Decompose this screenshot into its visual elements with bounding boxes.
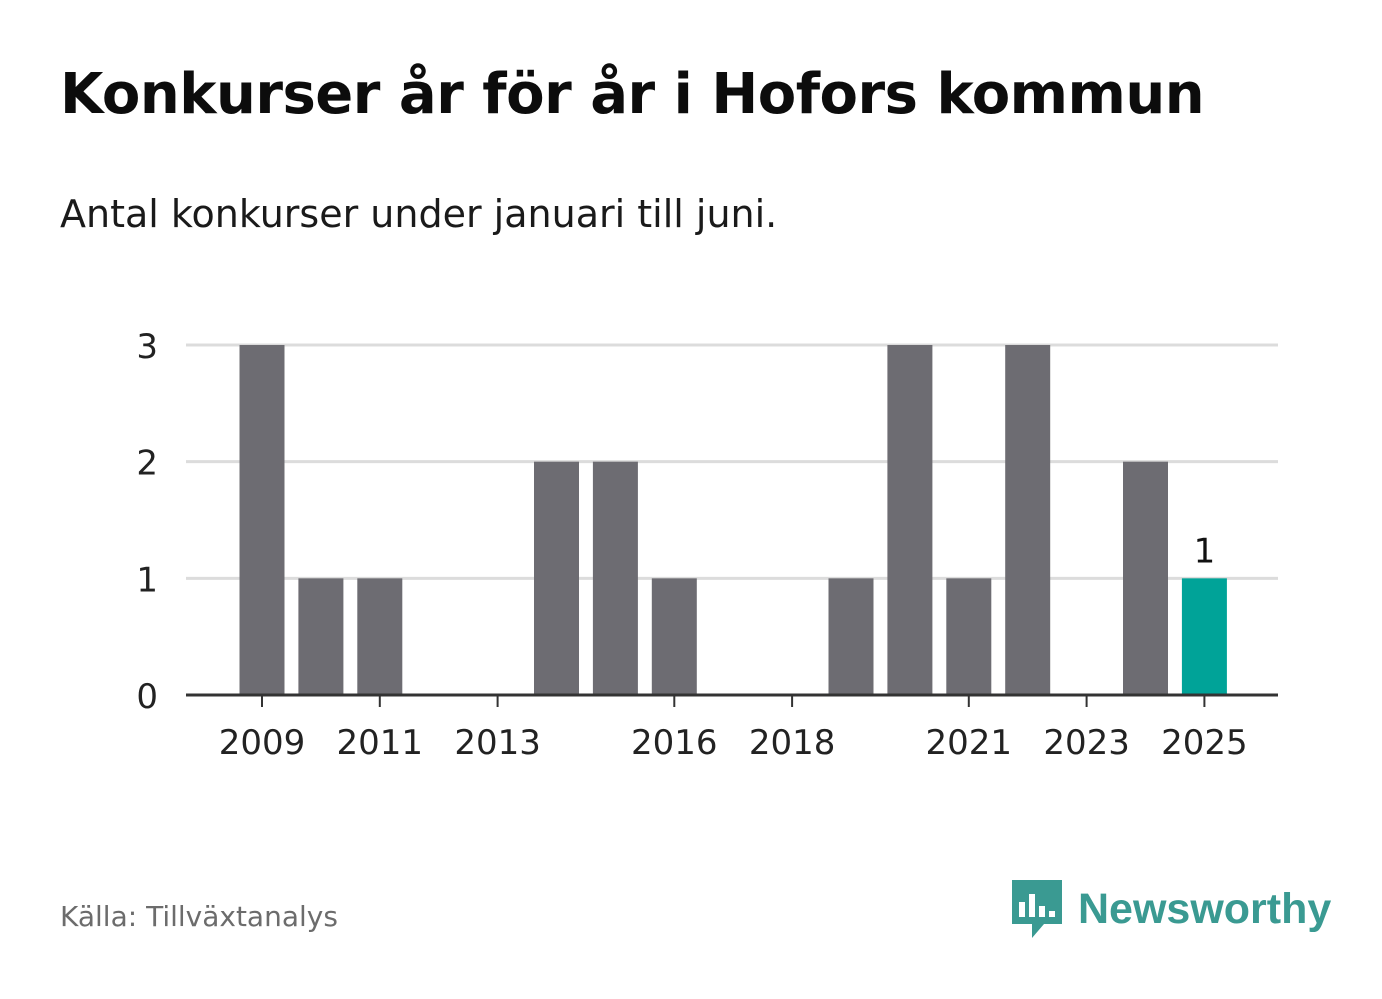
bar xyxy=(651,578,697,695)
x-tick-label: 2016 xyxy=(631,723,718,763)
x-tick-label: 2018 xyxy=(749,723,836,763)
x-tick-label: 2013 xyxy=(454,723,541,763)
brand-logo: Newsworthy xyxy=(1010,878,1331,940)
chart-title: Konkurser år för år i Hofors kommun xyxy=(60,62,1205,127)
bar xyxy=(828,578,874,695)
brand-name: Newsworthy xyxy=(1078,884,1332,933)
bar-highlight xyxy=(1181,578,1227,695)
newsworthy-bar-chart-bubble-icon xyxy=(1012,880,1062,938)
data-label-highlight: 1 xyxy=(1194,531,1216,571)
bar xyxy=(1123,461,1168,695)
x-tick-label: 2021 xyxy=(926,723,1013,763)
bar xyxy=(239,345,285,695)
y-tick-label: 3 xyxy=(136,327,158,367)
bar xyxy=(887,345,933,695)
bar xyxy=(592,461,638,695)
chart-subtitle: Antal konkurser under januari till juni. xyxy=(60,192,778,236)
x-tick-label: 2009 xyxy=(219,723,306,763)
y-tick-label: 0 xyxy=(136,677,158,717)
bar xyxy=(357,578,403,695)
bar xyxy=(1005,345,1051,695)
x-tick-label: 2023 xyxy=(1043,723,1130,763)
x-tick-label: 2025 xyxy=(1161,723,1248,763)
x-tick-label: 2011 xyxy=(337,723,424,763)
y-tick-label: 2 xyxy=(136,444,158,484)
bar xyxy=(298,578,344,695)
bar xyxy=(946,578,992,695)
source-note: Källa: Tillväxtanalys xyxy=(60,900,338,933)
bar xyxy=(534,461,579,695)
y-tick-label: 1 xyxy=(136,560,158,600)
